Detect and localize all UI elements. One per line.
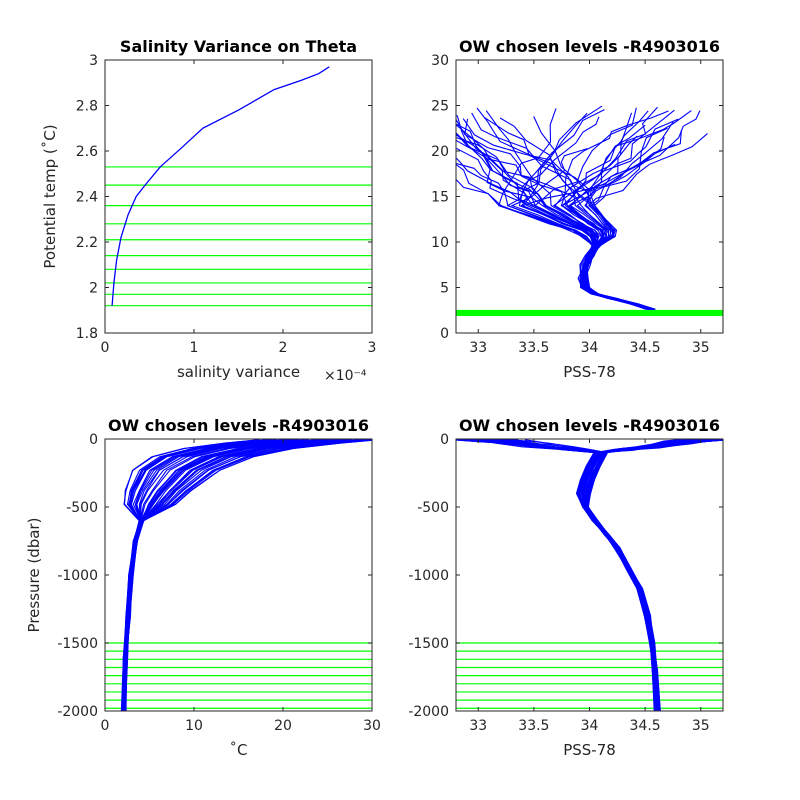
float-profile: [458, 439, 660, 711]
x-axis-label: PSS-78: [563, 741, 616, 759]
y-tick-label: -500: [66, 500, 98, 516]
y-tick-label: 10: [431, 235, 449, 251]
panel-pressure-salinity: 33 33.5 34 34.5 35 -2000 -1500 -1000 -500 0 OW cho…: [408, 416, 724, 759]
y-tick-label: 2.6: [76, 144, 98, 160]
y-tick-label: -1500: [408, 636, 449, 652]
x-tick-label: 0: [101, 718, 110, 734]
x-tick-label: 34.5: [630, 340, 661, 356]
x-exponent-label: ×10⁻⁴: [324, 368, 367, 384]
x-tick-label: 34: [581, 340, 599, 356]
float-profile: [456, 439, 660, 711]
x-tick-label: 0: [101, 340, 110, 356]
panel-salinity-variance: 0 1 2 3 1.8 2 2.2 2.4 2.6 2.8 3 Salinity Variance o…: [41, 37, 376, 384]
x-tick-label: 35: [692, 340, 710, 356]
y-tick-label: -500: [417, 500, 449, 516]
x-tick-label: 35: [692, 718, 710, 734]
plot-area: [456, 439, 723, 711]
x-tick-label: 1: [190, 340, 199, 356]
y-tick-label: 5: [440, 281, 449, 297]
chart-title: OW chosen levels -R4903016: [108, 416, 369, 435]
x-tick-label: 10: [185, 718, 203, 734]
plot-area: [105, 439, 372, 711]
y-tick-label: 2.2: [76, 235, 98, 251]
float-profile: [456, 118, 651, 310]
y-tick-label: -1500: [57, 636, 98, 652]
y-tick-label: 2.4: [76, 190, 98, 206]
y-tick-label: 0: [89, 432, 98, 448]
x-axis-label: PSS-78: [563, 363, 616, 381]
float-profile: [121, 439, 284, 711]
float-profile: [476, 107, 656, 310]
x-tick-label: 2: [279, 340, 288, 356]
float-profile: [121, 439, 273, 711]
y-tick-label: 30: [431, 53, 449, 69]
float-profile: [123, 439, 328, 711]
y-tick-label: -2000: [57, 704, 98, 720]
y-tick-label: 15: [431, 190, 449, 206]
x-tick-label: 33: [469, 718, 487, 734]
x-tick-label: 33: [469, 340, 487, 356]
x-tick-label: 34.5: [630, 718, 661, 734]
x-axis-label: salinity variance: [177, 363, 300, 381]
float-profile: [534, 107, 650, 310]
x-tick-label: 20: [274, 718, 292, 734]
panel-pressure-temperature: 0 10 20 30 -2000 -1500 -1000 -500 0 OW chosen lev…: [25, 416, 381, 759]
y-tick-label: -2000: [408, 704, 449, 720]
chart-title: OW chosen levels -R4903016: [459, 37, 720, 56]
x-tick-label: 34: [581, 718, 599, 734]
y-tick-label: 3: [89, 53, 98, 69]
y-axis-label: Potential temp (˚C): [41, 124, 59, 268]
variance-curve: [111, 66, 330, 306]
float-profile: [587, 439, 723, 711]
float-profile: [462, 439, 655, 711]
y-tick-label: 0: [440, 432, 449, 448]
y-tick-label: -1000: [57, 568, 98, 584]
chart-title: OW chosen levels -R4903016: [459, 416, 720, 435]
float-profile: [124, 439, 372, 711]
plot-area: [456, 105, 723, 317]
y-axis-label: Pressure (dbar): [25, 518, 43, 633]
x-tick-label: 30: [363, 718, 381, 734]
plot-area: [105, 66, 372, 307]
x-axis-label: ˚C: [230, 741, 248, 759]
y-tick-label: 0: [440, 326, 449, 342]
x-tick-label: 33.5: [518, 340, 549, 356]
x-tick-label: 33.5: [518, 718, 549, 734]
chart-title: Salinity Variance on Theta: [120, 37, 357, 56]
y-tick-label: 1.8: [76, 326, 98, 342]
y-tick-label: 25: [431, 99, 449, 115]
y-tick-label: 20: [431, 144, 449, 160]
panel-theta-salinity: 33 33.5 34 34.5 35 0 5 10 15 20 25 30 OW chosen leve…: [431, 37, 724, 381]
y-tick-label: -1000: [408, 568, 449, 584]
y-tick-label: 2: [89, 281, 98, 297]
x-tick-label: 3: [368, 340, 377, 356]
y-tick-label: 2.8: [76, 99, 98, 115]
